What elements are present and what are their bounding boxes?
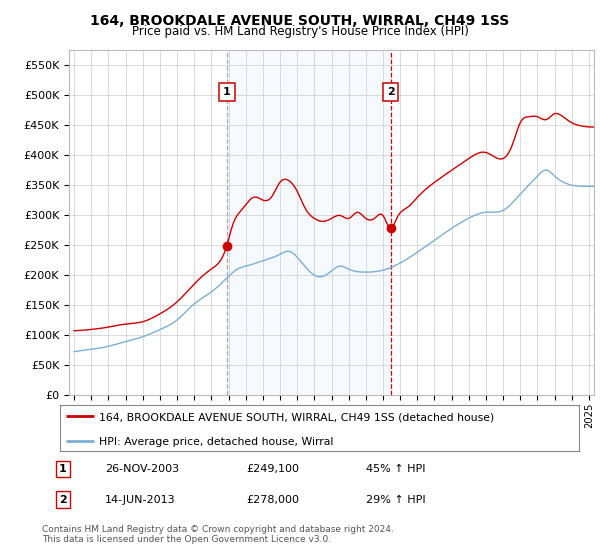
Text: 29% ↑ HPI: 29% ↑ HPI — [366, 494, 425, 505]
Text: 14-JUN-2013: 14-JUN-2013 — [105, 494, 176, 505]
Text: This data is licensed under the Open Government Licence v3.0.: This data is licensed under the Open Gov… — [42, 535, 331, 544]
Text: 164, BROOKDALE AVENUE SOUTH, WIRRAL, CH49 1SS: 164, BROOKDALE AVENUE SOUTH, WIRRAL, CH4… — [91, 14, 509, 28]
Text: HPI: Average price, detached house, Wirral: HPI: Average price, detached house, Wirr… — [99, 437, 334, 447]
Text: 2: 2 — [387, 87, 395, 97]
Text: 2: 2 — [59, 494, 67, 505]
Text: £278,000: £278,000 — [246, 494, 299, 505]
Text: 45% ↑ HPI: 45% ↑ HPI — [366, 464, 425, 474]
Text: 1: 1 — [223, 87, 231, 97]
Text: 1: 1 — [59, 464, 67, 474]
Text: Price paid vs. HM Land Registry's House Price Index (HPI): Price paid vs. HM Land Registry's House … — [131, 25, 469, 38]
Text: 26-NOV-2003: 26-NOV-2003 — [105, 464, 179, 474]
Text: £249,100: £249,100 — [246, 464, 299, 474]
Bar — [227, 50, 391, 395]
Text: Contains HM Land Registry data © Crown copyright and database right 2024.: Contains HM Land Registry data © Crown c… — [42, 525, 394, 534]
Text: 164, BROOKDALE AVENUE SOUTH, WIRRAL, CH49 1SS (detached house): 164, BROOKDALE AVENUE SOUTH, WIRRAL, CH4… — [99, 413, 494, 423]
